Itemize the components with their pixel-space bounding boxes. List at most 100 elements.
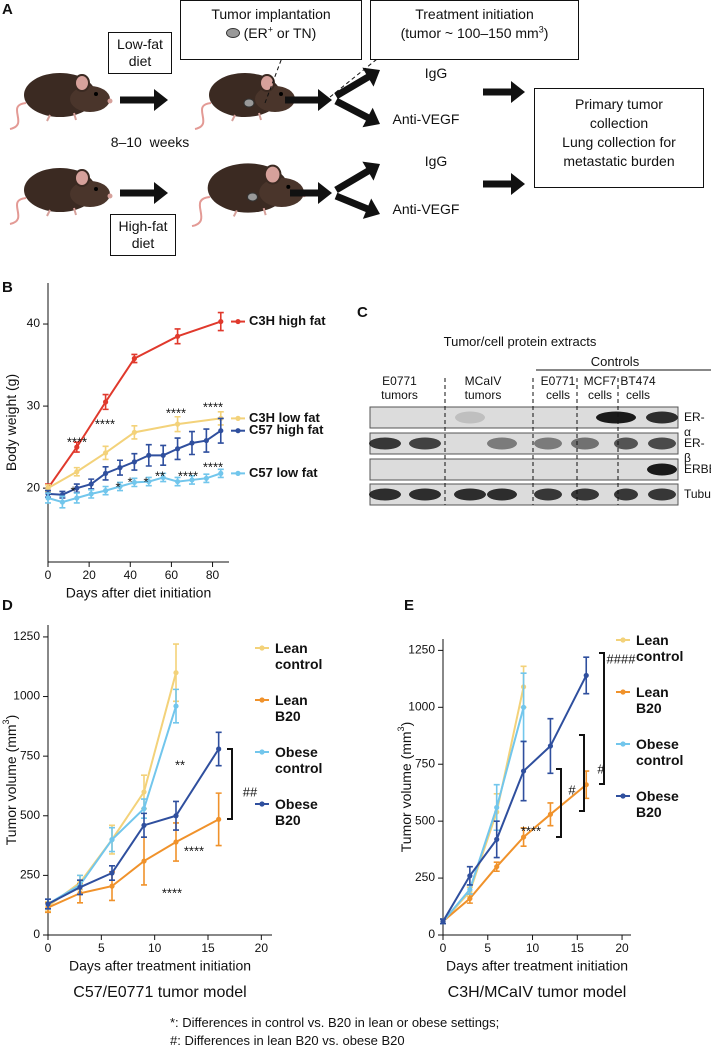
mouse-tail [9, 102, 27, 130]
point [74, 485, 80, 491]
point [45, 485, 51, 491]
mouse-ear [263, 164, 282, 185]
point [74, 469, 80, 475]
blot-band [648, 488, 676, 501]
point [131, 459, 137, 465]
tumor [246, 192, 258, 202]
arrow [483, 81, 525, 103]
series-line [47, 320, 222, 489]
diet-box: Low-fat diet [108, 32, 172, 74]
outcome-line: Primary tumor [575, 96, 663, 112]
point [216, 816, 222, 822]
x-tick-label: 20 [255, 941, 269, 955]
footnote: #: Differences in lean B20 vs. obese B20 [170, 1033, 405, 1048]
point [520, 768, 527, 774]
mouse-tail [191, 195, 211, 228]
mouse-foot [232, 207, 267, 217]
blot-group: MCF7 cells [583, 374, 617, 402]
point [160, 452, 166, 458]
blot-band [369, 437, 401, 450]
text-part: ) [543, 25, 549, 41]
point [174, 478, 181, 485]
implant-line: (ER+ or TN) [181, 24, 361, 43]
point [45, 901, 51, 907]
legend-label: Lean B20 [636, 684, 669, 716]
point [141, 806, 147, 812]
series-line [47, 818, 220, 909]
point [203, 437, 209, 444]
significance-bracket [599, 652, 605, 785]
significance-label: ## [243, 784, 258, 799]
treatment-box: Treatment initiation (tumor ~ 100–150 mm3… [370, 0, 579, 60]
panel-label: A [2, 1, 13, 18]
point [74, 444, 80, 450]
arm-label: Anti-VEGF [392, 201, 460, 217]
outcome-line: collection [589, 115, 649, 131]
significance-bracket [579, 734, 585, 812]
blot-band [455, 411, 485, 424]
legend-label: Lean control [275, 640, 323, 672]
protein-label: ER-β [684, 436, 705, 465]
significance-label: # [568, 782, 576, 797]
x-tick-label: 60 [165, 568, 179, 582]
arrow [120, 89, 168, 111]
mouse-ear [74, 169, 90, 187]
dashed-connector [264, 54, 284, 104]
x-tick-label: 15 [571, 941, 585, 955]
blot-group: E0771 tumors [381, 374, 418, 402]
mouse-ear [74, 74, 90, 92]
point [88, 481, 94, 487]
point [494, 864, 500, 870]
significance-bracket [556, 768, 562, 838]
protein-label: Tubulin [684, 487, 711, 501]
series-line [47, 417, 221, 490]
chart-subtitle: C57/E0771 tumor model [73, 984, 246, 1001]
implant-box: Tumor implantation (ER+ or TN) [180, 0, 362, 60]
treatment-line: (tumor ~ 100–150 mm3) [371, 24, 578, 43]
legend-label: Lean control [636, 632, 684, 664]
protein-label: ER-α [684, 410, 705, 439]
legend-label: Obese control [275, 744, 323, 776]
blot-band [534, 437, 562, 450]
mouse-head [70, 86, 110, 112]
panel-label: D [2, 597, 13, 614]
implant-line: Tumor implantation [211, 6, 331, 22]
mouse-foot [46, 207, 77, 217]
legend-marker [620, 741, 626, 747]
x-tick-label: 10 [526, 941, 540, 955]
point [146, 478, 152, 485]
chart-subtitle: C3H/MCaIV tumor model [448, 984, 627, 1001]
y-axis-label: Tumor volume (mm3) [396, 722, 413, 853]
point [467, 895, 473, 902]
significance-label: **** [184, 843, 204, 858]
legend-marker [259, 801, 265, 807]
significance-label: **** [203, 459, 223, 474]
mouse-tail [9, 197, 27, 225]
x-axis-label: Days after diet initiation [66, 585, 212, 601]
blot-band [648, 437, 676, 450]
significance-label: * [70, 483, 75, 498]
point [131, 355, 137, 362]
duration: 8–10 weeks [110, 134, 190, 150]
mouse-foot [231, 112, 262, 122]
point [141, 822, 147, 828]
mouse-head [70, 181, 110, 207]
footnote: *: Differences in control vs. B20 in lea… [170, 1015, 500, 1030]
point [173, 703, 179, 709]
blot-group: MCaIV tumors [464, 374, 502, 402]
legend-marker [259, 645, 265, 651]
tumor [243, 98, 255, 108]
point [174, 333, 181, 339]
arm-label: IgG [424, 153, 448, 169]
mouse-eye [286, 184, 291, 189]
point [440, 918, 446, 924]
x-tick-label: 0 [45, 568, 52, 582]
protein-label: ERBB2 [684, 462, 711, 476]
y-tick-label: 250 [415, 870, 435, 884]
y-tick-label: 20 [27, 480, 41, 494]
series-line [442, 674, 588, 922]
x-tick-label: 40 [124, 568, 138, 582]
text-part: ) [3, 715, 19, 720]
